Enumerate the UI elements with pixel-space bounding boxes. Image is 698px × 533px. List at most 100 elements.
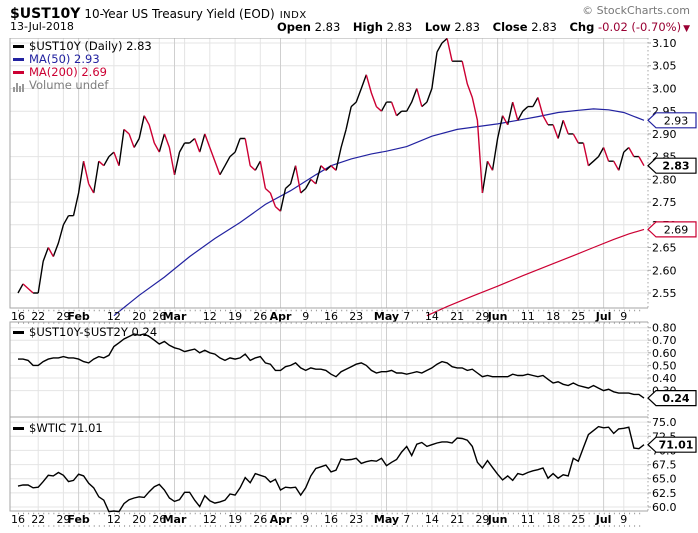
legend-item: MA(50) 2.93 [13, 53, 152, 66]
chart-date: 13-Jul-2018 [10, 20, 74, 33]
badge-value: 2.93 [664, 114, 689, 127]
x-axis-tick-label: 9 [620, 513, 627, 526]
chart-title: 10-Year US Treasury Yield (EOD) [84, 7, 275, 21]
quote-chg: Chg -0.02 (-0.70%) ▼ [569, 20, 690, 34]
y-axis-tick-label: 2.65 [652, 242, 677, 255]
line-swatch-icon [13, 45, 24, 48]
chg-label: Chg [569, 20, 595, 34]
x-axis-tick-label: 9 [302, 513, 309, 526]
legend-label: $WTIC 71.01 [29, 421, 103, 435]
legend-label: $UST10Y (Daily) 2.83 [29, 39, 152, 53]
panel3-legend: $WTIC 71.01 [13, 422, 103, 435]
x-axis-tick-label: 7 [403, 513, 410, 526]
y-axis-tick-label: 3.00 [652, 83, 677, 96]
x-axis-tick-label: Jul [595, 310, 612, 323]
x-axis-tick-label: 23 [349, 513, 363, 526]
badge-value: 0.24 [662, 392, 689, 405]
chart-symbol: $UST10Y [10, 6, 81, 22]
y-axis-tick-label: 2.75 [652, 196, 677, 209]
y-axis-tick-label: 0.80 [652, 322, 677, 335]
y-axis-tick-label: 75.0 [652, 416, 677, 429]
x-axis-tick-label: 20 [132, 310, 146, 323]
x-axis-tick-label: Mar [163, 310, 187, 323]
x-axis-tick-label: 16 [324, 513, 338, 526]
x-axis-tick-label: 11 [521, 513, 535, 526]
x-axis-tick-label: 16 [11, 310, 25, 323]
x-axis-tick-label: May [374, 310, 399, 323]
x-axis-tick-label: 26 [253, 513, 267, 526]
x-axis-tick-label: Apr [270, 513, 292, 526]
x-axis-tick-label: Jul [595, 513, 612, 526]
value-badge: 71.01 [647, 436, 697, 453]
x-axis-tick-label: 9 [620, 310, 627, 323]
x-axis-tick-label: 26 [152, 513, 166, 526]
quote-low: Low 2.83 [425, 20, 480, 34]
open-label: Open [277, 20, 311, 34]
series-UST10Y-down [22, 38, 645, 294]
value-badge: 2.83 [647, 157, 697, 174]
series-spread [18, 333, 645, 399]
exchange-label: INDX [279, 10, 307, 21]
y-axis-tick-label: 62.5 [652, 487, 677, 500]
legend-label: Volume undef [29, 78, 109, 92]
volume-bars-icon [13, 79, 25, 92]
x-axis-tick-label: 12 [203, 513, 217, 526]
y-axis-tick-label: 67.5 [652, 459, 677, 472]
legend-item: Volume undef [13, 79, 152, 92]
open-value: 2.83 [314, 20, 341, 34]
y-axis-tick-label: 60.0 [652, 501, 677, 514]
x-axis-tick-label: Mar [163, 513, 187, 526]
x-axis-tick-label: 12 [107, 310, 121, 323]
x-axis-tick-label: 20 [132, 513, 146, 526]
badge-value: 2.69 [664, 223, 689, 236]
series-MA200 [426, 228, 645, 317]
value-badge: 0.24 [647, 390, 697, 407]
y-axis-tick-label: 2.90 [652, 128, 677, 141]
x-axis-tick-label: 26 [253, 310, 267, 323]
panel-1: 2.552.602.652.702.752.802.852.902.953.00… [9, 37, 697, 324]
panel-3: 60.062.565.067.570.072.575.0162229Feb122… [9, 416, 697, 527]
value-badge: 2.69 [647, 221, 697, 238]
x-axis-tick-label: Feb [67, 513, 90, 526]
x-axis-tick-label: 22 [31, 513, 45, 526]
x-axis-tick-label: Feb [67, 310, 90, 323]
legend-item: MA(200) 2.69 [13, 66, 152, 79]
x-axis-tick-label: 16 [324, 310, 338, 323]
low-value: 2.83 [454, 20, 480, 34]
x-axis-tick-label: 12 [203, 310, 217, 323]
legend-label: MA(200) 2.69 [29, 65, 107, 79]
series-WTIC [17, 425, 645, 513]
quote-open: Open 2.83 [277, 20, 340, 34]
x-axis-tick-label: 14 [425, 513, 439, 526]
x-axis-tick-label: 14 [425, 310, 439, 323]
x-axis-tick-label: 7 [403, 310, 410, 323]
x-axis-tick-label: 29 [56, 310, 70, 323]
x-axis-tick-label: Jun [487, 310, 508, 323]
x-axis-tick-label: 29 [475, 513, 489, 526]
chart-header: $UST10Y 10-Year US Treasury Yield (EOD) IN… [0, 0, 698, 38]
quote-close: Close 2.83 [493, 20, 557, 34]
line-swatch-icon [13, 427, 24, 430]
y-axis-tick-label: 2.60 [652, 264, 677, 277]
x-axis-tick-label: 19 [228, 310, 242, 323]
x-axis-tick-label: 22 [31, 310, 45, 323]
close-value: 2.83 [531, 20, 557, 34]
x-axis-tick-label: 9 [302, 310, 309, 323]
legend-item: $UST10Y-$UST2Y 0.24 [13, 326, 157, 339]
x-axis-tick-label: 19 [228, 513, 242, 526]
copyright: © StockCharts.com [582, 4, 690, 17]
high-value: 2.83 [386, 20, 413, 34]
chart-canvas: 2.552.602.652.702.752.802.852.902.953.00… [9, 37, 697, 527]
y-axis-tick-label: 2.80 [652, 173, 677, 186]
chart-body: 2.552.602.652.702.752.802.852.902.953.00… [0, 37, 698, 533]
y-axis-tick-label: 0.50 [652, 359, 677, 372]
y-axis-tick-label: 3.05 [652, 60, 677, 73]
x-axis-tick-label: 18 [546, 310, 560, 323]
x-axis-tick-label: 25 [571, 513, 585, 526]
x-axis-tick-label: 16 [11, 513, 25, 526]
y-axis-tick-label: 65.0 [652, 473, 677, 486]
line-swatch-icon [13, 331, 24, 334]
panel2-legend: $UST10Y-$UST2Y 0.24 [13, 326, 157, 339]
x-axis-tick-label: Jun [487, 513, 508, 526]
